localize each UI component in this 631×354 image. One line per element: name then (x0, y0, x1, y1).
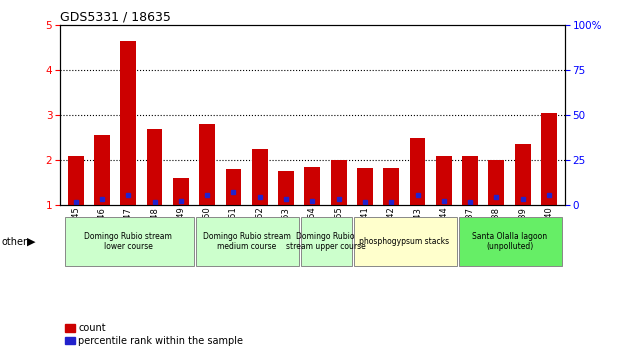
FancyBboxPatch shape (354, 217, 457, 266)
Bar (541, 113, 557, 205)
Bar (357, 168, 373, 205)
Text: GDS5331 / 18635: GDS5331 / 18635 (60, 11, 171, 24)
Bar (252, 149, 268, 205)
Bar (410, 138, 425, 205)
Bar (94, 135, 110, 205)
FancyBboxPatch shape (64, 217, 194, 266)
Text: other: other (2, 236, 28, 247)
Bar (146, 129, 163, 205)
Bar (226, 169, 241, 205)
Bar (515, 144, 531, 205)
Text: Santa Olalla lagoon
(unpolluted): Santa Olalla lagoon (unpolluted) (472, 232, 547, 251)
Bar (331, 160, 346, 205)
Text: Domingo Rubio stream
lower course: Domingo Rubio stream lower course (85, 232, 172, 251)
Bar (384, 168, 399, 205)
FancyBboxPatch shape (302, 217, 352, 266)
FancyBboxPatch shape (459, 217, 562, 266)
Text: ▶: ▶ (27, 236, 35, 247)
Bar (173, 178, 189, 205)
Text: Domingo Rubio
stream upper course: Domingo Rubio stream upper course (286, 232, 365, 251)
Text: Domingo Rubio stream
medium course: Domingo Rubio stream medium course (203, 232, 290, 251)
Bar (436, 156, 452, 205)
FancyBboxPatch shape (196, 217, 299, 266)
Legend: count, percentile rank within the sample: count, percentile rank within the sample (65, 323, 244, 346)
Bar (121, 41, 136, 205)
Bar (278, 171, 294, 205)
Bar (488, 160, 504, 205)
Bar (304, 167, 320, 205)
Bar (199, 124, 215, 205)
Bar (462, 156, 478, 205)
Bar (68, 156, 83, 205)
Text: phosphogypsum stacks: phosphogypsum stacks (359, 237, 449, 246)
